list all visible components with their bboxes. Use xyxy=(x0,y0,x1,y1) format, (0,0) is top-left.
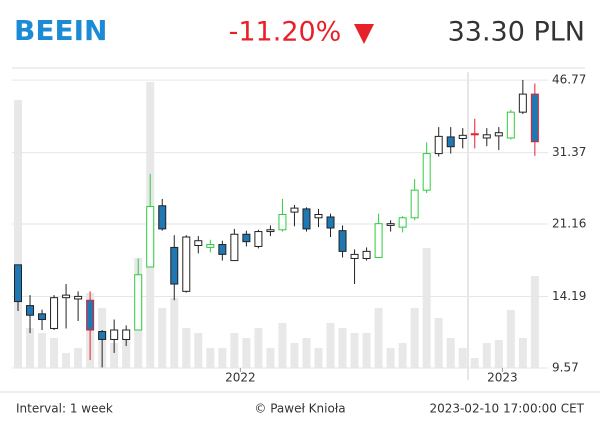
volume-bar xyxy=(290,343,299,368)
candle-body xyxy=(470,133,479,136)
candle-body xyxy=(278,214,287,231)
candle-body xyxy=(314,214,323,219)
y-tick-label: 14.19 xyxy=(552,289,586,303)
down-arrow xyxy=(354,24,374,44)
volume-bar xyxy=(530,276,539,368)
interval: Interval: 1 week xyxy=(16,402,113,416)
volume-bar xyxy=(494,340,503,368)
candle-body xyxy=(62,294,71,299)
candle-body xyxy=(134,274,143,331)
volume-bar xyxy=(350,333,359,368)
volume-bar xyxy=(170,298,179,368)
volume-bar xyxy=(326,323,335,368)
volume-bar xyxy=(386,348,395,368)
volume-bar xyxy=(254,328,263,368)
y-tick-label: 46.77 xyxy=(552,73,586,87)
candle-body xyxy=(14,264,22,303)
volume-bar xyxy=(62,353,71,368)
candle-body xyxy=(146,206,155,268)
candle-body xyxy=(458,134,467,140)
volume-bar xyxy=(122,338,131,368)
volume-bar xyxy=(434,318,443,368)
volume-bar xyxy=(158,308,167,368)
candle-body xyxy=(398,217,407,228)
candle-body xyxy=(98,331,107,340)
volume-bar xyxy=(14,100,22,368)
volume-bar xyxy=(374,308,383,368)
volume-bar xyxy=(110,343,119,368)
volume-bar xyxy=(26,328,35,368)
price: 33.30 PLN xyxy=(448,17,585,48)
volume-bar xyxy=(362,333,371,368)
candle-body xyxy=(410,189,419,219)
volume-bar xyxy=(38,333,47,368)
timestamp: 2023-02-10 17:00:00 CET xyxy=(429,402,584,416)
volume-bar xyxy=(398,343,407,368)
candle-body xyxy=(230,233,239,262)
candle-body xyxy=(158,205,167,230)
volume-bar xyxy=(218,348,227,368)
volume-bar xyxy=(458,348,467,368)
candle-body xyxy=(74,295,83,300)
candle-body xyxy=(518,93,527,113)
candle-body xyxy=(26,305,35,316)
candle-body xyxy=(374,223,383,258)
volume-bar xyxy=(518,338,527,368)
volume-bar xyxy=(206,348,215,368)
change: -11.20% xyxy=(229,17,342,48)
candle-body xyxy=(338,230,347,252)
candle-body xyxy=(206,244,215,248)
x-tick-label: 2023 xyxy=(487,371,518,385)
candle-body xyxy=(170,246,179,285)
candle-body xyxy=(434,135,443,155)
candle-body xyxy=(182,236,191,292)
candle-body xyxy=(110,329,119,340)
volume-bar xyxy=(446,338,455,368)
candle-body xyxy=(494,132,503,137)
copyright: © Paweł Knioła xyxy=(254,402,345,416)
volume-bar xyxy=(422,248,431,368)
candle-body xyxy=(38,313,47,321)
candle-body xyxy=(290,207,299,213)
y-tick-label: 9.57 xyxy=(552,361,579,375)
candle-body xyxy=(386,223,395,226)
candle-body xyxy=(242,233,251,243)
candle-body xyxy=(326,216,335,229)
volume-bar xyxy=(470,358,479,368)
volume-bar xyxy=(194,333,203,368)
volume-bar xyxy=(302,338,311,368)
y-tick-label: 31.37 xyxy=(552,145,586,159)
candle-body xyxy=(218,244,227,255)
candle-body xyxy=(86,299,95,331)
candle-body xyxy=(266,229,275,233)
candle-body xyxy=(506,111,515,139)
candle-body xyxy=(50,297,59,329)
volume-bar xyxy=(242,338,251,368)
candle-body xyxy=(530,93,539,143)
candle-body xyxy=(350,253,359,259)
volume-bar xyxy=(482,343,491,368)
ticker: BEEIN xyxy=(14,14,107,47)
volume-bar xyxy=(410,308,419,368)
volume-bar xyxy=(266,348,275,368)
volume-bar xyxy=(338,328,347,368)
candle-body xyxy=(254,231,263,247)
candle-body xyxy=(482,134,491,139)
volume-bar xyxy=(278,323,287,368)
y-tick-label: 21.16 xyxy=(552,217,586,231)
candle-body xyxy=(194,240,203,246)
volume-bar xyxy=(506,310,515,368)
candle-body xyxy=(302,208,311,230)
candle-body xyxy=(362,250,371,259)
volume-bar xyxy=(314,348,323,368)
candle-body xyxy=(446,136,455,148)
volume-bar xyxy=(74,348,83,368)
volume-bar xyxy=(50,338,59,368)
candle-body xyxy=(122,329,131,340)
x-tick-label: 2022 xyxy=(225,371,256,385)
candle-body xyxy=(422,153,431,191)
volume-bar xyxy=(182,328,191,368)
volume-bar xyxy=(230,333,239,368)
